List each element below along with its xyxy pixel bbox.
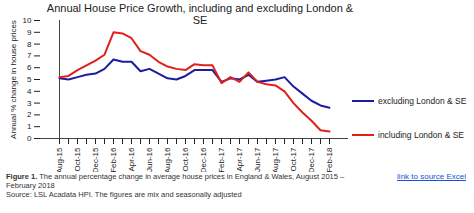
svg-text:Apr-17: Apr-17 xyxy=(235,147,244,172)
html-text:link to source Excel: link to source Excel xyxy=(397,172,466,181)
svg-text:5: 5 xyxy=(27,75,32,84)
svg-text:Dec-15: Dec-15 xyxy=(91,147,100,172)
svg-text:4: 4 xyxy=(27,87,32,96)
svg-text:Oct-15: Oct-15 xyxy=(73,147,82,172)
svg-text:2: 2 xyxy=(27,110,32,119)
svg-text:Oct-16: Oct-16 xyxy=(181,147,190,172)
svg-text:8: 8 xyxy=(27,40,32,49)
svg-text:Feb-18: Feb-18 xyxy=(325,147,334,172)
svg-text:3: 3 xyxy=(27,99,32,108)
html-text:Source: LSL Acadata HPI. The f: Source: LSL Acadata HPI. The figures are… xyxy=(6,190,242,199)
html-text:including London & SE: including London & SE xyxy=(378,130,464,140)
svg-text:Feb-16: Feb-16 xyxy=(109,147,118,172)
svg-text:0: 0 xyxy=(27,134,32,143)
svg-text:Jun-17: Jun-17 xyxy=(253,147,262,172)
html-text:Figure 1. The annual percentag: Figure 1. The annual percentage change i… xyxy=(6,172,345,190)
svg-text:Dec-16: Dec-16 xyxy=(199,147,208,172)
svg-text:Apr-16: Apr-16 xyxy=(127,147,136,172)
svg-text:6: 6 xyxy=(27,63,32,72)
html-text:Annual House Price Growth, inc: Annual House Price Growth, including and… xyxy=(46,2,354,26)
svg-text:Oct-17: Oct-17 xyxy=(289,147,298,172)
svg-text:Annual % change in house price: Annual % change in house prices xyxy=(9,20,18,139)
svg-text:Dec-17: Dec-17 xyxy=(307,147,316,172)
svg-text:Aug-17: Aug-17 xyxy=(271,147,280,172)
svg-text:Jun-16: Jun-16 xyxy=(145,147,154,172)
svg-text:7: 7 xyxy=(27,51,32,60)
svg-text:9: 9 xyxy=(27,28,32,37)
svg-text:1: 1 xyxy=(27,122,32,131)
svg-text:Aug-16: Aug-16 xyxy=(163,147,172,172)
svg-text:10: 10 xyxy=(23,16,32,25)
html-text:excluding London & SE: excluding London & SE xyxy=(378,96,467,106)
svg-text:Aug-15: Aug-15 xyxy=(55,147,64,172)
svg-text:Feb-17: Feb-17 xyxy=(217,147,226,172)
